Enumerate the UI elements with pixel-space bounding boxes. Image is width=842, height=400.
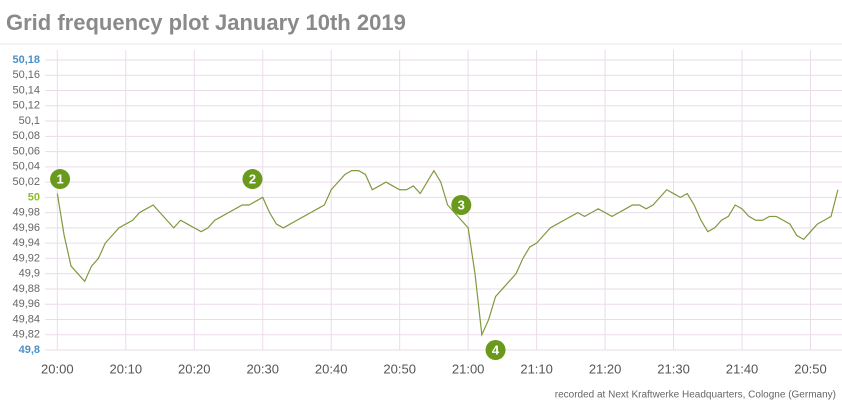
annotation: 4 <box>485 340 506 360</box>
x-tick-label: 20:20 <box>178 361 211 376</box>
y-tick-label: 50,14 <box>12 84 40 96</box>
y-tick-label: 50,1 <box>19 115 40 127</box>
x-tick-label: 21:20 <box>589 361 622 376</box>
annotation: 2 <box>242 169 263 190</box>
y-tick-label: 50,02 <box>12 176 40 188</box>
x-tick-label: 20:50 <box>383 361 416 376</box>
annotation-marker <box>242 169 263 190</box>
annotation-marker <box>50 169 71 190</box>
y-tick-label: 49,94 <box>12 237 40 249</box>
x-tick-label: 21:30 <box>657 361 690 376</box>
x-tick-label: 20:40 <box>315 361 348 376</box>
chart-title: Grid frequency plot January 10th 2019 <box>6 10 406 35</box>
y-tick-label: 50,08 <box>12 130 40 142</box>
line <box>56 169 839 337</box>
y-tick-label: 49,96 <box>12 298 40 310</box>
y-tick-label: 50,18 <box>12 54 40 66</box>
y-tick-label: 49,88 <box>12 283 40 295</box>
y-tick-label: 49,9 <box>19 268 40 280</box>
y-tick-label: 49,8 <box>19 344 40 356</box>
x-tick-label: 21:00 <box>452 361 485 376</box>
y-tick-label: 50 <box>28 191 40 203</box>
annotation-label: 1 <box>56 171 63 186</box>
annotation-label: 4 <box>492 342 500 357</box>
footer: recorded at Next Kraftwerke Headquarters… <box>555 390 836 400</box>
y-tick-label: 50,06 <box>12 145 40 157</box>
y-tick-label: 50,16 <box>12 69 40 81</box>
annotation-marker <box>485 340 506 360</box>
y-tick-label: 49,98 <box>12 207 40 219</box>
annotation-label: 3 <box>458 197 465 212</box>
y-tick-label: 50,04 <box>12 161 40 173</box>
annotation-label: 2 <box>249 171 256 186</box>
y-tick-label: 49,84 <box>12 313 40 325</box>
y-tick-label: 50,12 <box>12 100 40 112</box>
annotation: 3 <box>451 195 472 215</box>
y-tick-label: 49,96 <box>12 222 40 234</box>
x-tick-label: 20:50 <box>794 361 827 376</box>
annotation: 1 <box>50 169 71 190</box>
y-tick-label: 49,82 <box>12 329 40 341</box>
x-tick-label: 21:40 <box>726 361 759 376</box>
x-tick-label: 20:10 <box>110 361 143 376</box>
x-tick-label: 20:00 <box>41 361 74 376</box>
x-tick-label: 20:30 <box>246 361 279 376</box>
y-tick-label: 49,92 <box>12 252 40 264</box>
annotation-marker <box>451 195 472 215</box>
x-tick-label: 21:10 <box>520 361 553 376</box>
